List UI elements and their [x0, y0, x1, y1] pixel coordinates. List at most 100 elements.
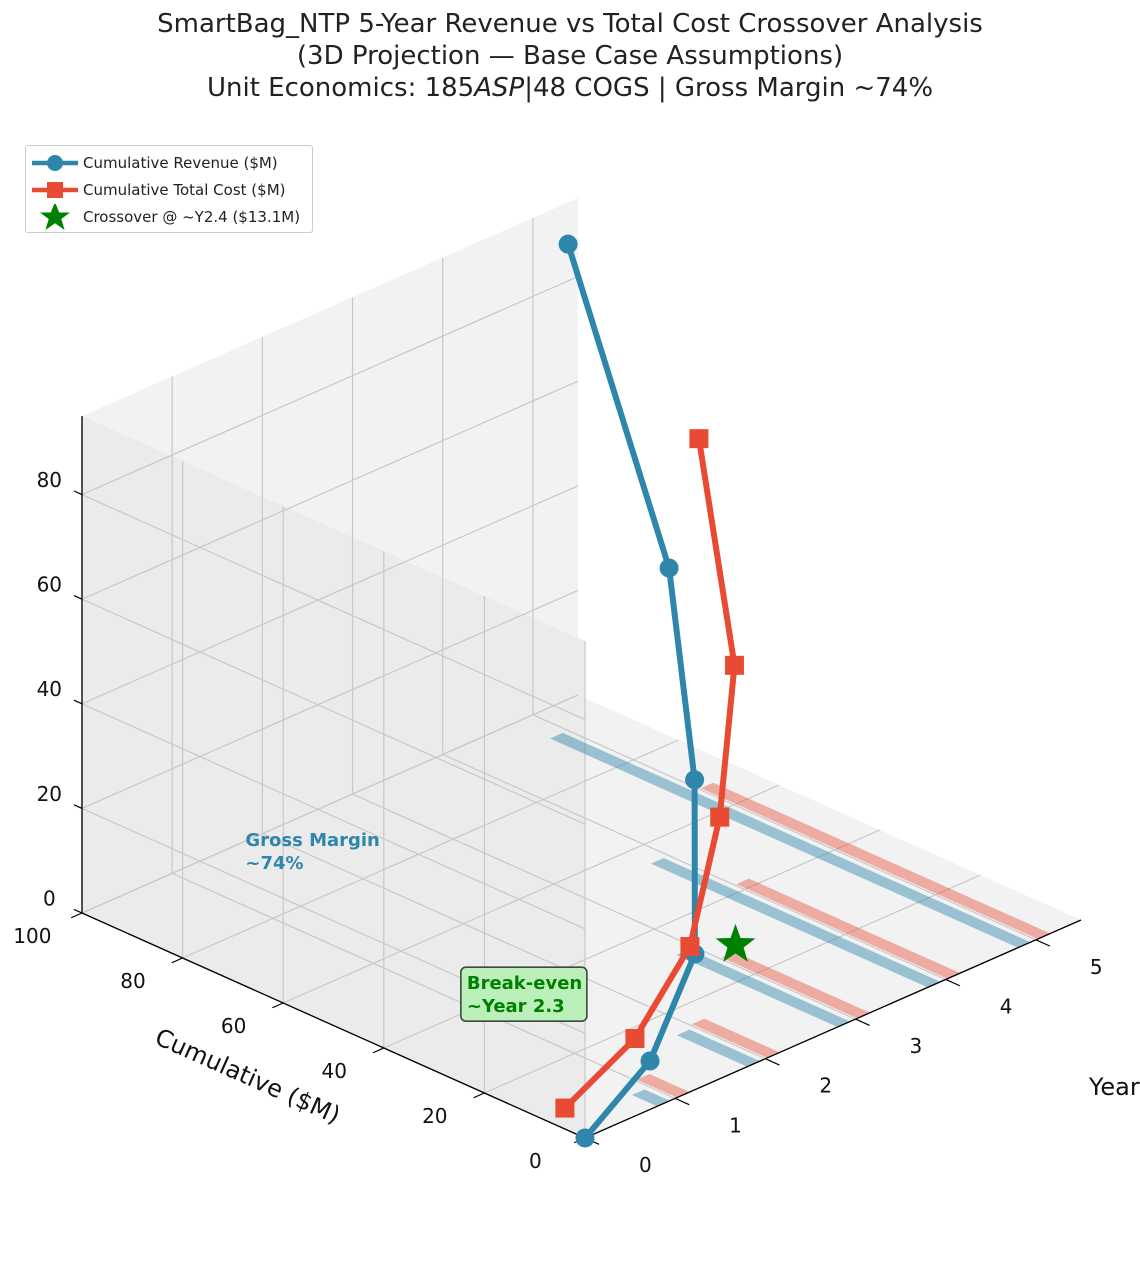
z-tick-label: 60 — [37, 573, 62, 597]
breakeven-annotation-line1: Break-even — [467, 973, 582, 994]
grid-left-z — [81, 703, 586, 930]
legend-swatch-cost — [32, 182, 78, 198]
breakeven-box — [460, 966, 588, 1022]
z-tick-label: 20 — [37, 782, 62, 806]
y-tick-mark — [372, 1047, 385, 1054]
title-line-3-pre: Unit Economics: 185 — [206, 73, 475, 103]
x-tick-mark — [945, 978, 961, 987]
gross-margin-annotation-line2: ~74% — [245, 853, 303, 874]
crossover-star — [715, 923, 756, 962]
x-axis-label: Year — [1088, 1073, 1140, 1101]
legend-label-revenue: Cumulative Revenue ($M) — [83, 154, 278, 172]
y-tick-label: 0 — [529, 1149, 542, 1173]
z-tick-mark — [73, 804, 83, 809]
series-layer — [555, 234, 756, 1148]
gross-margin-annotation-line1: Gross Margin — [245, 830, 380, 851]
x-tick-label: 5 — [1090, 955, 1103, 979]
title-line-3: Unit Economics: 185ASP|48 COGS | Gross M… — [0, 72, 1140, 104]
y-tick-mark — [171, 957, 183, 964]
series-line-cost — [561, 435, 738, 1112]
legend-item-crossover: Crossover @ ~Y2.4 ($13.1M) — [26, 204, 312, 230]
floor-bar-revenue — [651, 858, 941, 988]
grid-floor-y — [484, 874, 981, 1094]
annotations: Gross Margin~74% Break-even~Year 2.3 — [245, 830, 588, 1022]
z-tick-mark — [73, 699, 83, 705]
x-tick-label: 4 — [1000, 994, 1013, 1018]
axis-lines — [81, 416, 1082, 1139]
grid-floor-x — [171, 872, 676, 1099]
x-tick-mark — [765, 1058, 780, 1066]
floor-bar-cost — [691, 1018, 780, 1058]
x-tick-mark — [855, 1018, 870, 1026]
x-tick-label: 0 — [639, 1153, 652, 1177]
x-axis-line — [584, 919, 1082, 1139]
y-tick-label: 40 — [321, 1059, 346, 1083]
cost-point — [689, 429, 709, 449]
floor-bar-cost — [721, 952, 870, 1019]
breakeven-annotation-line2: ~Year 2.3 — [467, 996, 565, 1017]
floor-bar-cost — [736, 878, 961, 979]
z-tick-label: 80 — [37, 468, 62, 492]
revenue-point — [659, 558, 679, 578]
y-tick-mark — [272, 1002, 284, 1009]
floor-bar-revenue — [550, 732, 1031, 948]
revenue-point — [575, 1128, 595, 1148]
x-tick-label: 1 — [729, 1113, 742, 1137]
grid-lines — [81, 217, 1082, 1139]
grid-floor-x — [532, 714, 1037, 941]
revenue-point — [558, 234, 578, 254]
legend: Cumulative Revenue ($M) Cumulative Total… — [25, 145, 313, 233]
y-tick-mark — [70, 912, 83, 919]
grid-left-z — [81, 494, 586, 721]
y-axis-label: Cumulative ($M) — [151, 1023, 344, 1130]
grid-right-z — [81, 694, 579, 914]
grid-floor-x — [262, 833, 766, 1060]
y-tick-label: 20 — [422, 1104, 447, 1128]
title-line-2: (3D Projection — Base Case Assumptions) — [296, 41, 844, 71]
legend-label-cost: Cumulative Total Cost ($M) — [83, 181, 286, 199]
z-tick-mark — [73, 908, 83, 914]
x-tick-label: 3 — [910, 1034, 923, 1058]
y-tick-label: 80 — [120, 969, 145, 993]
x-tick-mark — [674, 1097, 690, 1106]
title-line-1: SmartBag_NTP 5-Year Revenue vs Total Cos… — [157, 9, 983, 39]
grid-floor-x — [352, 793, 856, 1020]
legend-swatch-revenue — [32, 155, 78, 171]
axis-panes — [82, 198, 1081, 1139]
legend-label-crossover: Crossover @ ~Y2.4 ($13.1M) — [83, 208, 301, 226]
grid-right-z — [81, 276, 579, 496]
series-line-revenue — [565, 241, 698, 1141]
grid-right-z — [81, 589, 579, 809]
z-tick-label: 40 — [37, 677, 62, 701]
chart-title: SmartBag_NTP 5-Year Revenue vs Total Cos… — [0, 8, 1140, 104]
cost-point — [724, 655, 744, 675]
grid-right-z — [81, 380, 579, 600]
revenue-point — [685, 770, 705, 790]
floor-bar-cost — [636, 1074, 690, 1098]
floor-bar-revenue — [676, 949, 851, 1027]
cost-point — [710, 807, 730, 827]
legend-swatch-crossover — [40, 204, 70, 230]
grid-right-z — [81, 485, 579, 705]
grid-left-z — [81, 598, 586, 825]
cost-point — [555, 1098, 575, 1118]
grid-floor-y — [182, 739, 679, 959]
back-left-pane — [82, 416, 585, 1139]
z-tick-mark — [73, 490, 83, 496]
y-tick-label: 60 — [221, 1014, 246, 1038]
title-line-3-italic: ASP — [474, 73, 525, 103]
y-tick-label: 100 — [13, 924, 51, 948]
x-tick-mark — [1035, 939, 1051, 947]
cost-point — [680, 937, 700, 957]
y-axis-line — [81, 912, 586, 1139]
floor-bars — [550, 732, 1051, 1107]
legend-item-cost: Cumulative Total Cost ($M) — [26, 177, 312, 203]
legend-item-revenue: Cumulative Revenue ($M) — [26, 150, 312, 176]
cost-point — [625, 1029, 645, 1049]
floor-bar-revenue — [676, 1029, 760, 1067]
floor-bar-cost — [700, 782, 1051, 939]
floor-bar-revenue — [632, 1089, 670, 1107]
title-line-3-post: |48 COGS | Gross Margin ~74% — [524, 73, 934, 103]
revenue-point — [640, 1051, 660, 1071]
